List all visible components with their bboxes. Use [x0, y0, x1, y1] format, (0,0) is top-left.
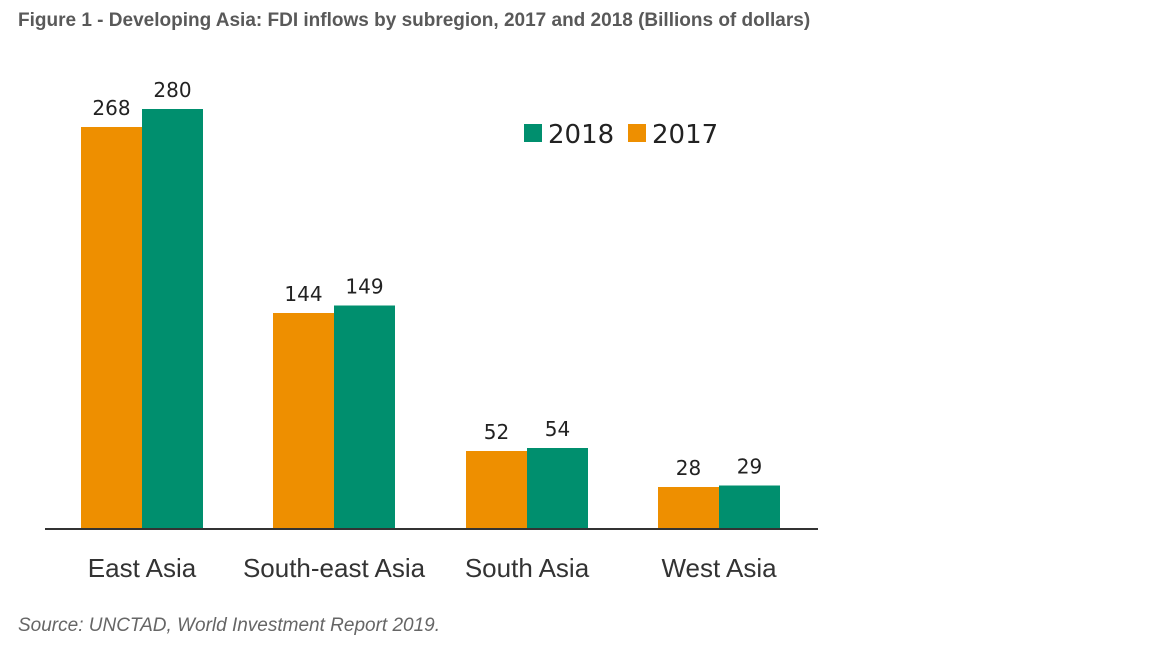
- value-label-south-asia-2017: 52: [484, 420, 509, 444]
- value-label-west-asia-2017: 28: [676, 456, 701, 480]
- value-label-south-east-asia-2017: 144: [284, 282, 322, 306]
- value-label-west-asia-2018: 29: [737, 455, 762, 479]
- value-label-east-asia-2018: 280: [153, 78, 191, 102]
- bar-south-asia-2018: [527, 448, 588, 529]
- legend-label-2017: 2017: [652, 120, 718, 150]
- source-note: Source: UNCTAD, World Investment Report …: [18, 615, 441, 636]
- bar-south-east-asia-2017: [273, 313, 334, 529]
- value-labels-group: 268 280 144 149 52 54 28 29: [92, 78, 762, 480]
- figure-title: Figure 1 - Developing Asia: FDI inflows …: [18, 10, 811, 31]
- bar-south-asia-2017: [466, 451, 527, 529]
- legend: 2018 2017: [524, 120, 718, 150]
- category-label-east-asia: East Asia: [88, 553, 197, 583]
- legend-label-2018: 2018: [548, 120, 614, 150]
- bar-south-east-asia-2018: [334, 305, 395, 529]
- bar-west-asia-2017: [658, 487, 719, 529]
- bars-group: [81, 109, 780, 529]
- bar-east-asia-2017: [81, 127, 142, 529]
- legend-swatch-2018: [524, 124, 542, 142]
- value-label-east-asia-2017: 268: [92, 96, 130, 120]
- legend-swatch-2017: [628, 124, 646, 142]
- category-label-west-asia: West Asia: [661, 553, 777, 583]
- bar-west-asia-2018: [719, 485, 780, 529]
- value-label-south-asia-2018: 54: [545, 417, 570, 441]
- category-label-south-asia: South Asia: [465, 553, 590, 583]
- bar-east-asia-2018: [142, 109, 203, 529]
- value-label-south-east-asia-2018: 149: [345, 275, 383, 299]
- category-label-south-east-asia: South-east Asia: [243, 553, 426, 583]
- category-labels-group: East Asia South-east Asia South Asia West A…: [88, 553, 777, 583]
